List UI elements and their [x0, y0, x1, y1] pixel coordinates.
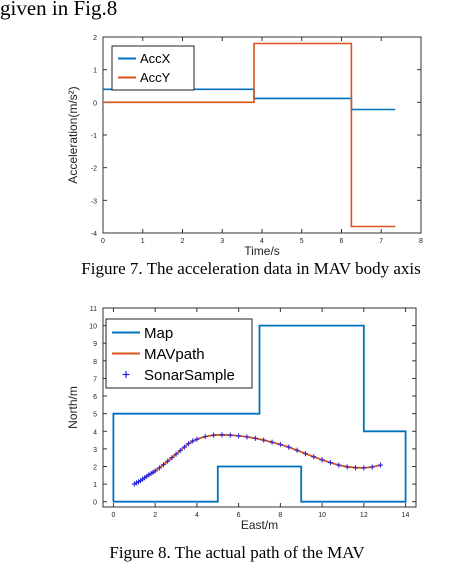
sonar-sample-point — [352, 465, 359, 471]
series-accy-line — [103, 42, 396, 228]
y-tick-label: -2 — [91, 166, 97, 173]
y-tick-label: 3 — [93, 447, 97, 454]
x-tick-label: 0 — [111, 512, 115, 519]
x-tick-label: 8 — [419, 238, 423, 245]
x-tick-label: 10 — [318, 512, 326, 519]
sonar-sample-point — [194, 436, 200, 442]
sonar-sample-point — [302, 451, 309, 457]
y-tick-label: 10 — [89, 324, 97, 331]
body-text-fragment: given in Fig.8 — [0, 0, 118, 20]
sonar-sample-point — [269, 439, 275, 445]
sonar-sample-point — [160, 462, 167, 468]
sonar-sample-point — [252, 435, 258, 441]
y-axis-label: North/m — [66, 386, 80, 429]
x-tick-label: 7 — [379, 238, 383, 245]
sonar-sample-point — [377, 462, 384, 468]
y-tick-label: -1 — [91, 133, 97, 140]
y-tick-label: 9 — [93, 341, 97, 348]
x-tick-label: 6 — [237, 512, 241, 519]
sonar-sample-point — [190, 438, 196, 444]
series-accx-line — [103, 88, 396, 111]
y-tick-label: 2 — [93, 35, 97, 42]
sonar-sample-point — [319, 457, 325, 463]
y-tick-label: 1 — [93, 482, 97, 489]
sonar-sample-point — [165, 458, 171, 464]
y-tick-label: 0 — [93, 500, 97, 507]
x-tick-label: 12 — [360, 512, 368, 519]
y-tick-label: 6 — [93, 394, 97, 401]
sonar-sample-point — [169, 455, 175, 461]
y-tick-label: 5 — [93, 412, 97, 419]
sonar-sample-point — [286, 444, 292, 450]
sonar-sample-point — [261, 437, 267, 443]
x-axis-label: Time/s — [244, 244, 280, 258]
x-tick-label: 8 — [278, 512, 282, 519]
y-tick-label: 2 — [93, 464, 97, 471]
sonar-sample-point — [277, 441, 283, 448]
sonar-sample-point — [336, 462, 342, 468]
sonar-sample-point — [327, 460, 334, 466]
x-tick-label: 3 — [220, 238, 224, 245]
legend-label-map: Map — [144, 325, 173, 342]
x-tick-label: 0 — [101, 238, 105, 245]
legend-label-accx: AccX — [140, 51, 171, 66]
legend-label-accy: AccY — [140, 70, 171, 85]
y-tick-label: 4 — [93, 429, 97, 436]
sonar-sample-point — [210, 432, 217, 438]
x-tick-label: 2 — [153, 512, 157, 519]
figure-7-caption: Figure 7. The acceleration data in MAV b… — [81, 259, 421, 278]
legend-box — [111, 45, 195, 91]
x-axis-label: East/m — [241, 518, 278, 532]
sonar-sample-point — [219, 432, 225, 438]
y-tick-label: -3 — [91, 198, 97, 205]
sonar-sample-point — [311, 454, 317, 460]
sonar-sample-point — [173, 451, 179, 457]
sonar-sample-point — [181, 444, 187, 450]
y-tick-label: -4 — [91, 231, 97, 238]
legend-marker-sonarsample — [122, 371, 130, 378]
sonar-sample-point — [152, 468, 158, 474]
x-tick-label: 4 — [195, 512, 199, 519]
x-tick-label: 14 — [402, 512, 410, 519]
sonar-sample-point — [361, 465, 367, 471]
sonar-sample-point — [185, 441, 192, 447]
y-axis-label: Acceleration(m/s²) — [66, 86, 80, 183]
y-tick-label: 8 — [93, 359, 97, 366]
x-tick-label: 4 — [260, 238, 264, 245]
sonar-sample-point — [344, 464, 350, 470]
sonar-sample-point — [294, 447, 300, 453]
x-tick-label: 5 — [300, 238, 304, 245]
y-tick-label: 7 — [93, 376, 97, 383]
y-tick-label: 11 — [90, 306, 97, 313]
x-tick-label: 1 — [141, 238, 145, 245]
figure-8-caption: Figure 8. The actual path of the MAV — [109, 543, 365, 562]
sonar-sample-point — [156, 465, 162, 471]
x-tick-label: 6 — [340, 238, 344, 245]
sonar-sample-point — [244, 434, 250, 440]
y-tick-label: 1 — [93, 68, 97, 75]
legend-label-mavpath: MAVpath — [144, 346, 205, 363]
legend-label-sonarsample: SonarSample — [144, 367, 235, 384]
sonar-sample-point — [227, 432, 233, 438]
series-map-line — [112, 324, 407, 503]
sonar-sample-point — [236, 433, 242, 439]
sonar-sample-point — [202, 433, 208, 440]
sonar-sample-point — [369, 464, 375, 470]
y-tick-label: 0 — [93, 100, 97, 107]
sonar-sample-point — [177, 448, 183, 454]
x-tick-label: 2 — [181, 238, 185, 245]
